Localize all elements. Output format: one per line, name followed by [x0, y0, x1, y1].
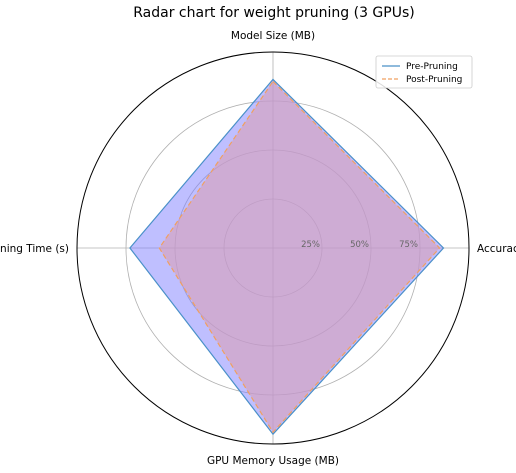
chart-title: Radar chart for weight pruning (3 GPUs) — [133, 5, 414, 21]
axis-label-2: Accuracy — [477, 243, 516, 255]
radial-tick-label: 25% — [301, 240, 320, 250]
legend-box — [375, 55, 473, 89]
radial-tick-label: 50% — [350, 240, 369, 250]
series-1-line — [129, 78, 445, 436]
axis-label-4: GPU Training Time (s) — [0, 243, 69, 255]
legend-label-1: Pre-Pruning — [406, 62, 458, 72]
radial-tick-labels: 25% 50% 75% — [301, 240, 418, 250]
axis-label-3: GPU Memory Usage (MB) — [207, 455, 339, 467]
series-2-area — [159, 81, 440, 433]
series-layer — [129, 78, 445, 436]
legend: Pre-Pruning Post-Pruning — [375, 55, 473, 89]
radial-tick-label: 75% — [399, 240, 418, 250]
series-2-line — [158, 80, 441, 434]
outer-frame — [76, 51, 470, 445]
axis-labels: Model Size (MB) Accuracy GPU Memory Usage … — [0, 30, 516, 467]
axis-label-1: Model Size (MB) — [231, 30, 315, 42]
legend-label-2: Post-Pruning — [406, 75, 462, 85]
